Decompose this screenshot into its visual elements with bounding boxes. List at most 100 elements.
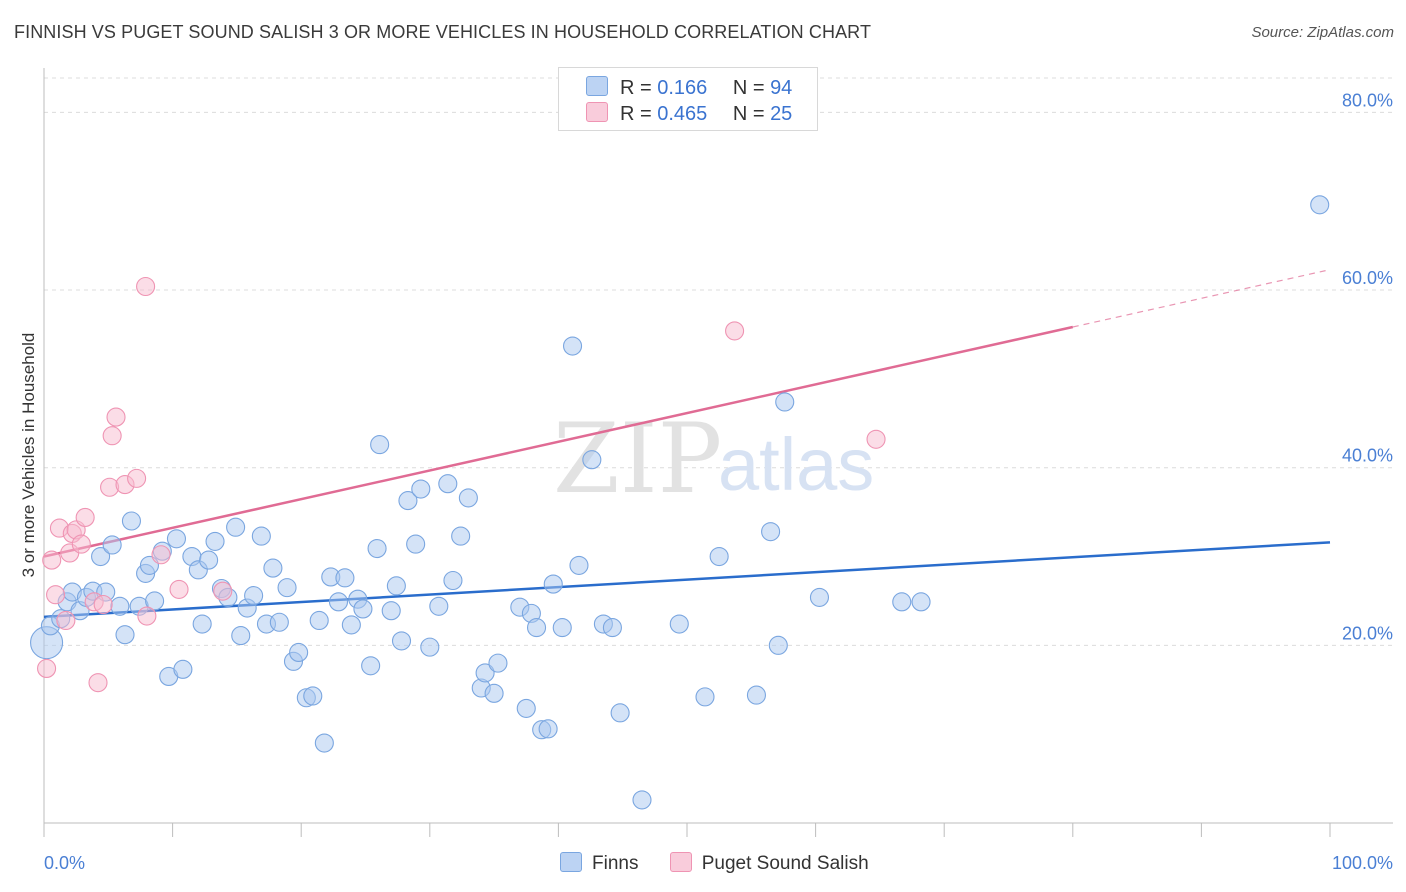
chart-title: FINNISH VS PUGET SOUND SALISH 3 OR MORE …	[14, 22, 872, 42]
salish-point	[151, 545, 171, 565]
correlation-legend: R = 0.166 N = 94 R = 0.465 N = 25	[558, 67, 818, 131]
salish-point	[127, 468, 147, 488]
finns-point	[226, 517, 246, 537]
finns-point	[562, 336, 583, 356]
finns-point	[411, 479, 431, 499]
finns-point	[892, 592, 912, 612]
series-legend: Finns Puget Sound Salish	[560, 852, 869, 875]
finns-point	[516, 698, 536, 718]
finns-point	[438, 474, 458, 494]
finns-point	[303, 686, 323, 706]
finns-point	[484, 683, 504, 703]
finns-point	[632, 790, 652, 810]
finns-point	[115, 625, 135, 645]
finns-point	[314, 733, 334, 753]
finns-point	[353, 599, 373, 619]
finns-point	[110, 596, 130, 616]
trend-line-dashed	[1072, 269, 1331, 328]
finns-point	[538, 719, 558, 739]
finns-point	[269, 612, 289, 632]
trend-line-solid	[43, 541, 1331, 619]
finns-point	[398, 491, 418, 511]
finns-point	[102, 535, 122, 555]
finns-point	[309, 610, 329, 631]
watermark-atlas: atlas	[718, 423, 874, 506]
salish-point	[37, 658, 57, 678]
finns-point	[669, 614, 689, 634]
finns-point	[709, 546, 729, 567]
finns-points	[30, 195, 1330, 810]
finns-point	[1310, 195, 1330, 215]
trend-line-solid	[43, 325, 1074, 558]
finns-point	[91, 546, 111, 567]
salish-point	[42, 550, 62, 570]
salish-legend-label: Puget Sound Salish	[701, 853, 869, 874]
finns-point	[263, 558, 283, 578]
salish-point	[46, 585, 66, 605]
salish-points	[37, 276, 886, 693]
finns-point	[582, 450, 602, 470]
finns-point	[775, 392, 795, 412]
salish-point	[213, 581, 233, 601]
finns-point	[251, 526, 271, 546]
finns-point	[386, 576, 406, 596]
finns-point	[610, 703, 630, 723]
finns-point	[768, 635, 788, 655]
salish-swatch	[586, 102, 608, 122]
finns-point	[488, 653, 508, 673]
finns-legend-swatch	[560, 852, 582, 872]
legend-row-salish: R = 0.465 N = 25	[586, 102, 792, 128]
salish-point	[136, 276, 156, 297]
finns-point	[451, 526, 471, 546]
y-tick-label: 60.0%	[1342, 268, 1393, 288]
watermark-zip: ZIP	[553, 403, 722, 515]
tick-labels: 20.0% 40.0% 60.0% 80.0% 0.0% 100.0%	[44, 90, 1393, 873]
finns-point	[552, 618, 572, 638]
finns-point	[429, 596, 449, 616]
finns-r-value: 0.166	[657, 77, 708, 99]
y-tick-label: 80.0%	[1342, 90, 1393, 110]
finns-swatch	[586, 76, 608, 96]
salish-point	[71, 534, 91, 554]
trend-lines	[43, 269, 1331, 619]
finns-point	[192, 614, 212, 634]
finns-point	[121, 511, 141, 531]
finns-point	[370, 435, 390, 455]
finns-point	[199, 550, 219, 570]
finns-point	[746, 685, 766, 705]
finns-point	[341, 615, 361, 635]
salish-point	[102, 426, 122, 446]
salish-point	[169, 579, 189, 599]
finns-point	[443, 570, 463, 591]
source-credit: Source: ZipAtlas.com	[1251, 24, 1394, 41]
finns-point	[231, 626, 251, 646]
salish-point	[137, 606, 157, 626]
finns-point	[367, 538, 387, 559]
x-tick-label-min: 0.0%	[44, 853, 85, 873]
salish-point	[56, 610, 76, 631]
finns-point	[406, 534, 426, 554]
finns-point	[420, 637, 440, 657]
finns-point	[145, 591, 165, 611]
finns-point	[205, 531, 225, 551]
finns-point	[335, 568, 355, 588]
finns-point	[809, 587, 830, 607]
finns-point	[381, 601, 401, 621]
axes	[43, 68, 1393, 837]
salish-legend-swatch	[669, 852, 692, 872]
finns-n-value: 94	[770, 77, 793, 99]
salish-n-value: 25	[770, 103, 793, 125]
salish-point	[75, 507, 95, 527]
y-tick-label: 40.0%	[1342, 446, 1393, 466]
finns-point	[361, 656, 381, 676]
finns-point	[244, 586, 264, 606]
y-tick-label: 20.0%	[1342, 623, 1393, 643]
y-axis-label: 3 or more Vehicles in Household	[19, 333, 38, 578]
finns-point	[173, 659, 193, 679]
salish-point	[93, 594, 113, 615]
watermark: ZIP atlas	[553, 403, 874, 515]
finns-point	[602, 618, 622, 638]
legend-row-finns: R = 0.166 N = 94	[586, 76, 792, 102]
x-tick-label-max: 100.0%	[1332, 853, 1393, 873]
finns-point	[911, 592, 931, 612]
